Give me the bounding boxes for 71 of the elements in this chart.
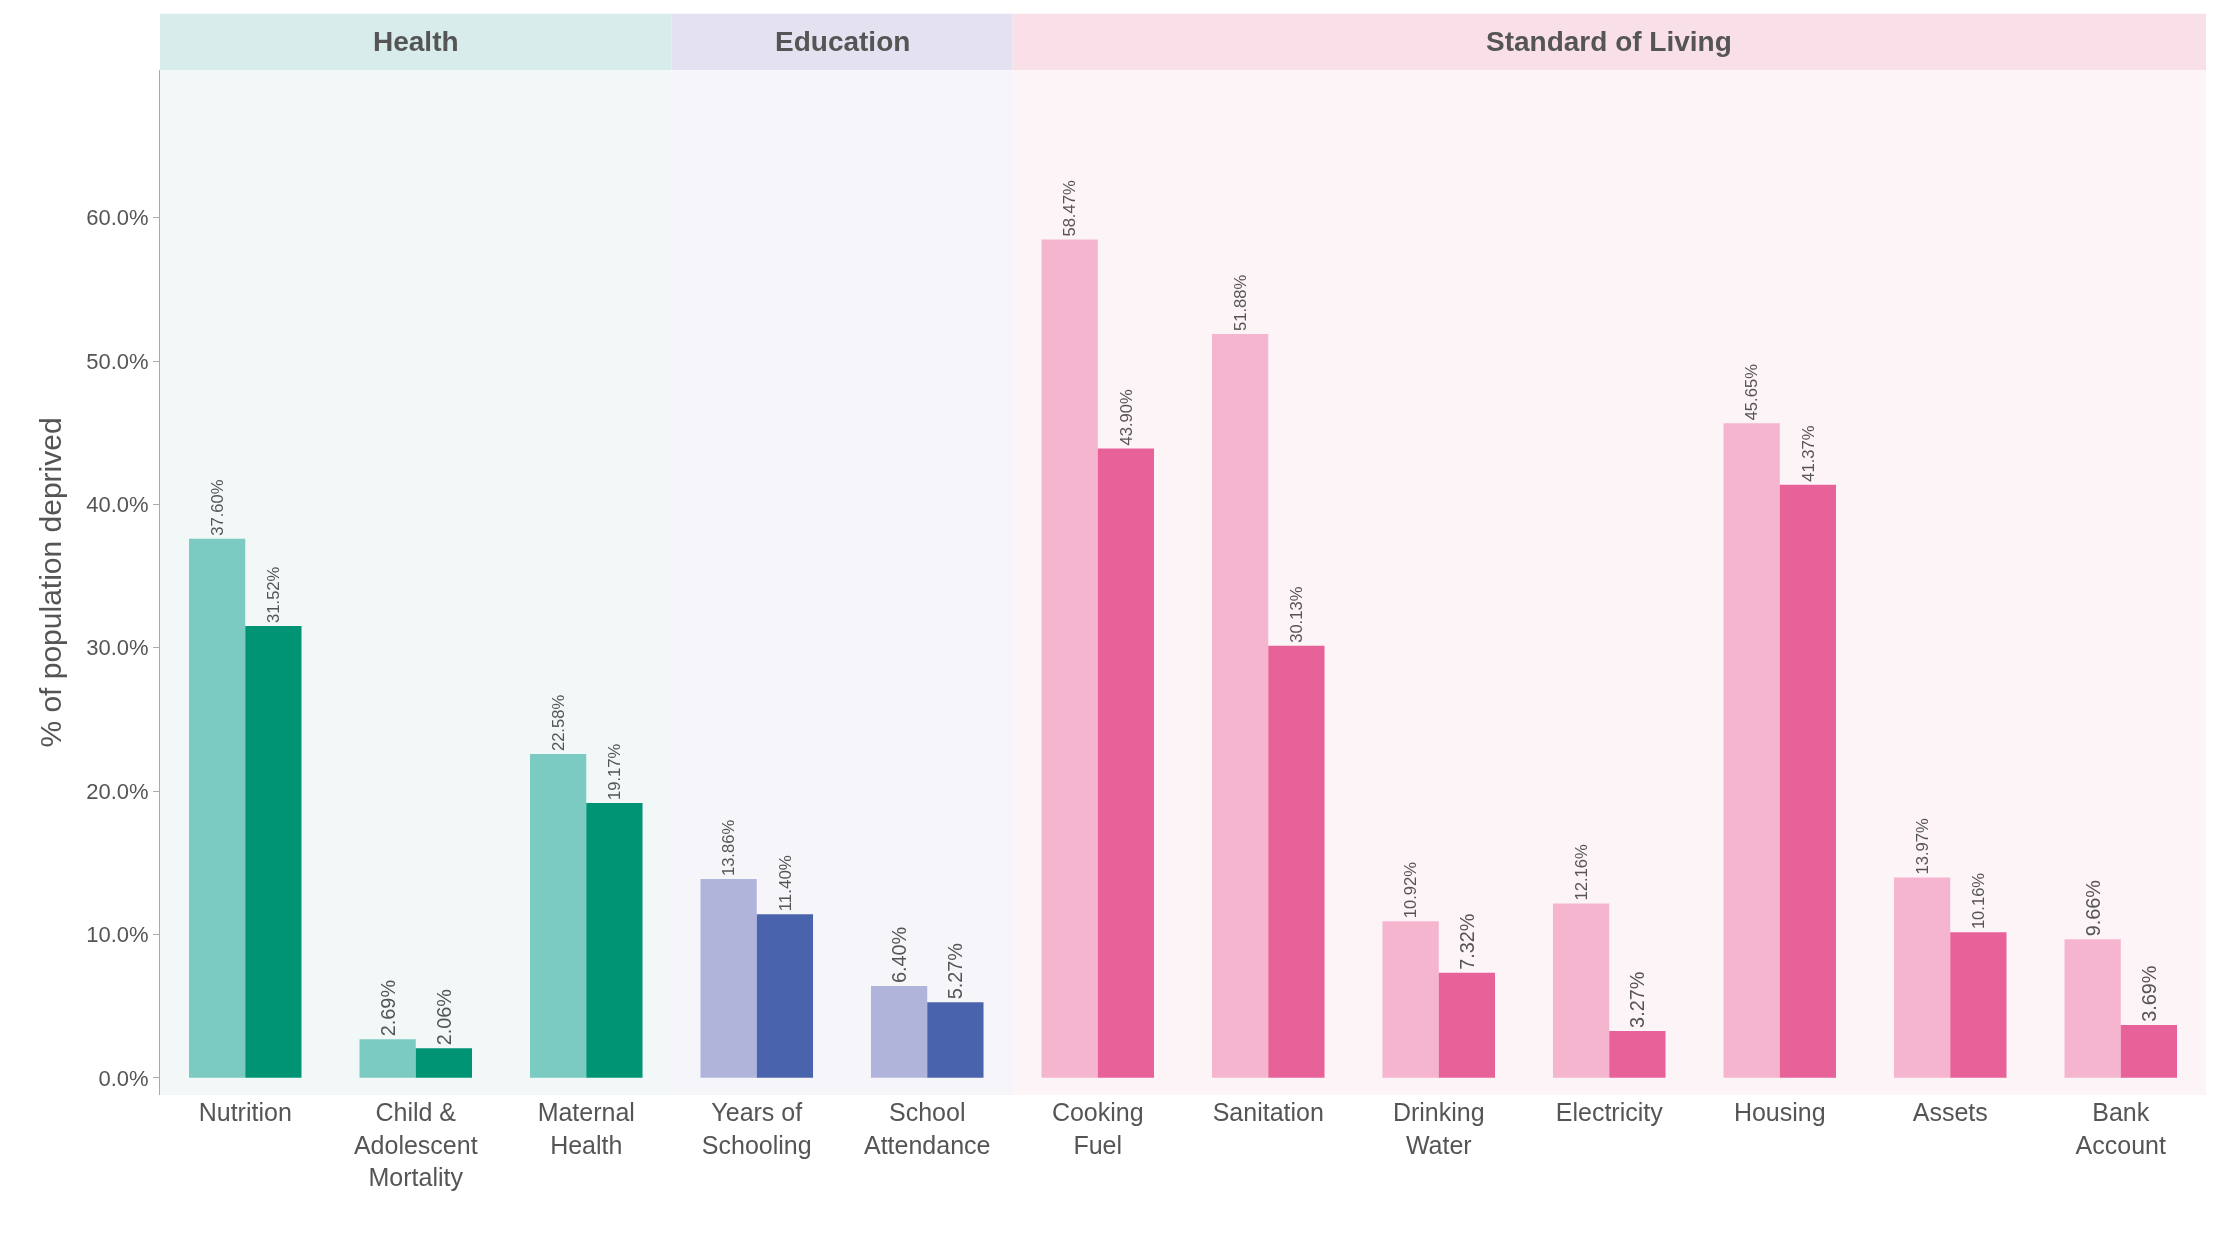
y-tick-label: 60.0%	[86, 205, 149, 231]
y-tick-label: 30.0%	[86, 635, 149, 661]
data-label: 10.92%	[1401, 861, 1421, 919]
bar	[415, 1048, 473, 1078]
bar	[1041, 239, 1098, 1078]
band-label: Standard of Living	[1486, 26, 1732, 57]
bar	[1609, 1030, 1666, 1078]
bar	[1438, 972, 1496, 1078]
data-label: 43.90%	[1116, 388, 1136, 446]
data-label: 19.17%	[605, 743, 625, 800]
data-label: 41.37%	[1798, 425, 1818, 482]
y-tick-label: 50.0%	[86, 348, 149, 374]
data-label: 12.16%	[1571, 843, 1591, 901]
data-label: 3.69%	[2137, 965, 2160, 1022]
bar	[2064, 939, 2121, 1078]
data-label: 3.27%	[1626, 971, 1649, 1028]
data-label: 51.88%	[1230, 274, 1250, 332]
bar	[1950, 932, 2007, 1078]
bar	[1382, 921, 1439, 1078]
x-tick-label: Assets	[1912, 1098, 1988, 1126]
data-label: 37.60%	[207, 479, 227, 536]
bar	[1893, 877, 1951, 1078]
bar	[586, 802, 643, 1078]
bar	[1211, 334, 1269, 1078]
data-label: 45.65%	[1742, 363, 1762, 421]
band-label: Education	[775, 26, 911, 57]
bar	[529, 754, 587, 1078]
data-label: 30.13%	[1287, 586, 1307, 643]
data-label: 13.97%	[1912, 818, 1932, 875]
bar	[1723, 423, 1780, 1078]
bar	[359, 1039, 416, 1078]
bar	[927, 1002, 984, 1078]
x-tick-label: Bank Account	[2075, 1098, 2166, 1159]
data-label: 31.52%	[264, 566, 284, 623]
y-axis-title: % of population deprived	[34, 417, 68, 748]
data-label: 6.40%	[888, 926, 911, 984]
x-tick-label: Years of Schooling	[701, 1098, 812, 1159]
y-tick-label: 20.0%	[86, 778, 149, 804]
data-label: 58.47%	[1060, 180, 1080, 237]
x-tick-label: Electricity	[1555, 1098, 1664, 1126]
y-tick-label: 10.0%	[86, 922, 149, 948]
bar	[245, 625, 302, 1078]
data-label: 13.86%	[719, 819, 739, 877]
data-label: 22.58%	[548, 694, 568, 752]
data-label: 5.27%	[944, 943, 967, 1000]
data-label: 2.06%	[432, 989, 455, 1046]
y-tick-label: 0.0%	[98, 1065, 149, 1091]
bar	[1552, 903, 1610, 1078]
x-tick-label: Child & Adolescent Mortality	[353, 1098, 478, 1191]
bar	[188, 538, 246, 1078]
x-tick-label: Drinking Water	[1392, 1098, 1485, 1159]
data-label: 10.16%	[1969, 872, 1989, 930]
bar	[2120, 1024, 2178, 1078]
bar	[1097, 448, 1155, 1078]
data-label: 9.66%	[2081, 880, 2104, 937]
data-label: 7.32%	[1455, 913, 1478, 970]
x-tick-label: Sanitation	[1212, 1098, 1324, 1126]
x-tick-label: Housing	[1733, 1098, 1826, 1126]
bar	[1779, 484, 1837, 1078]
x-tick-label: School Attendance	[864, 1098, 991, 1159]
data-label: 2.69%	[376, 979, 399, 1037]
x-tick-label: Cooking Fuel	[1051, 1098, 1144, 1159]
bar	[1268, 645, 1325, 1078]
bar	[870, 986, 928, 1078]
band-label: Health	[373, 26, 459, 57]
bar	[700, 879, 757, 1078]
y-tick-label: 40.0%	[86, 492, 149, 518]
data-label: 11.40%	[775, 855, 795, 912]
bar	[756, 914, 814, 1078]
x-tick-label: Maternal Health	[537, 1098, 635, 1159]
x-tick-label: Nutrition	[198, 1098, 292, 1126]
